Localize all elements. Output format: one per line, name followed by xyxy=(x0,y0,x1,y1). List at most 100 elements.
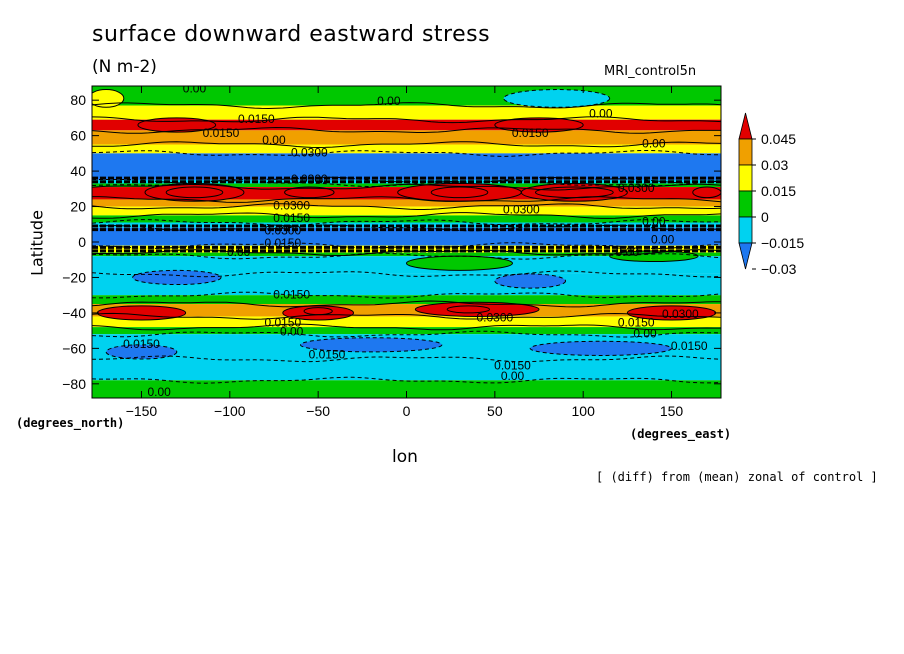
contour-label: 0.0150 xyxy=(238,112,275,126)
contour-outline-20 xyxy=(299,337,443,353)
lat-band-2 xyxy=(92,119,721,131)
plot-fill-layer xyxy=(92,86,721,398)
lat-band-24 xyxy=(92,380,721,398)
contour-label: 0.00 xyxy=(501,369,525,383)
contour-line-10 xyxy=(92,203,721,210)
colorbar-swatch xyxy=(738,164,753,192)
x-tick-label: −100 xyxy=(214,403,246,419)
contour-outline-19 xyxy=(494,273,567,289)
y-tick-label: 40 xyxy=(70,163,86,179)
y-tick-label: −40 xyxy=(62,305,86,321)
contour-line-12 xyxy=(92,219,721,226)
contour-outline-0 xyxy=(137,117,217,133)
contour-label: 0.0150 xyxy=(512,126,549,140)
x-axis-units: (degrees_east) xyxy=(630,427,732,441)
lat-band-23 xyxy=(92,359,721,381)
y-tick-label: 0 xyxy=(78,234,86,250)
contour-label: 0.00 xyxy=(183,82,207,96)
lat-band-20 xyxy=(92,316,721,328)
contour-label: 0.0150 xyxy=(494,358,531,372)
lat-band-21 xyxy=(92,327,721,335)
contour-outline-2 xyxy=(92,89,125,108)
y-tick-label: 60 xyxy=(70,128,86,144)
contour-label: 0.0300 xyxy=(291,146,328,160)
contour-label: 0.0150 xyxy=(671,339,708,353)
contour-line-1 xyxy=(92,102,721,110)
contour-line-19 xyxy=(92,300,721,308)
axis-ticks: −150 −100 −50 0 50 100 150 −80 −60 −40 −20 0 20 40 60 8… xyxy=(62,86,721,419)
contour-region-19 xyxy=(494,273,566,289)
contour-line-2 xyxy=(92,116,721,124)
contour-region-22 xyxy=(106,344,177,359)
y-tick-label: 20 xyxy=(70,199,86,215)
contour-outline-4 xyxy=(165,186,224,199)
contour-region-3 xyxy=(503,89,610,108)
x-tick-label: 100 xyxy=(572,403,596,419)
contour-line-11 xyxy=(92,212,721,219)
contour-outline-11 xyxy=(520,183,628,202)
y-tick-label: −60 xyxy=(62,340,86,356)
contour-line-21 xyxy=(92,323,721,331)
contour-region-18 xyxy=(132,270,221,285)
contour-line-5 xyxy=(92,150,721,157)
model-name: MRI_control5n xyxy=(604,64,697,79)
lat-band-3 xyxy=(92,130,721,145)
contour-label: 0.00 xyxy=(589,107,613,121)
y-axis-units: (degrees_north) xyxy=(16,416,125,430)
chart-title: surface downward eastward stress xyxy=(92,22,491,47)
contour-label: 0.00 xyxy=(262,133,286,147)
colorbar-swatch xyxy=(738,242,753,270)
contour-label: 0.0300 xyxy=(662,307,699,321)
contour-label: 0.0150 xyxy=(203,126,240,140)
colorbar-swatch xyxy=(738,216,753,244)
contour-label: 0.0150 xyxy=(264,236,301,250)
contour-label: 0.00 xyxy=(651,232,675,246)
contour-outline-18 xyxy=(132,269,222,286)
contour-region-8 xyxy=(692,187,721,198)
lat-band-13 xyxy=(92,227,721,246)
colorbar-label: −0.015 xyxy=(761,235,804,251)
x-axis-label: lon xyxy=(392,447,418,467)
x-tick-label: 0 xyxy=(403,403,411,419)
contour-outline-22 xyxy=(105,344,178,360)
contour-label: 0.00 xyxy=(642,215,666,229)
contour-label: 0.0300 xyxy=(291,172,328,186)
contour-label: 0.0300 xyxy=(618,181,655,195)
contour-label: 0.00 xyxy=(280,325,304,339)
contour-line-14 xyxy=(92,242,721,250)
contour-outline-5 xyxy=(284,186,335,199)
x-tick-label: −50 xyxy=(306,403,330,419)
contour-outline-8 xyxy=(692,186,721,199)
contour-region-10 xyxy=(397,183,522,202)
lat-band-5 xyxy=(92,153,721,180)
contour-label: 0.0150 xyxy=(618,316,655,330)
colorbar-swatch xyxy=(738,190,753,218)
lat-band-16 xyxy=(92,256,721,274)
contour-region-9 xyxy=(145,183,244,202)
lat-band-4 xyxy=(92,144,721,154)
colorbar-label: 0.03 xyxy=(761,157,788,173)
contour-outline-16 xyxy=(303,307,333,316)
colorbar-label: 0.015 xyxy=(761,183,796,199)
contour-label: 0.0300 xyxy=(476,310,513,324)
lat-band-1 xyxy=(92,105,721,120)
colorbar-swatch xyxy=(738,138,753,166)
contour-region-5 xyxy=(284,187,335,198)
lat-band-9 xyxy=(92,199,721,207)
contour-outline-13 xyxy=(282,305,354,321)
contour-label: 0.00 xyxy=(642,137,666,151)
contour-outline-23 xyxy=(406,255,514,271)
contour-label: 0.00 xyxy=(633,326,657,340)
contour-label: 0.00 xyxy=(227,245,251,259)
contour-label: 0.0300 xyxy=(264,224,301,238)
contour-label: 0.00 xyxy=(377,94,401,108)
x-tick-label: −150 xyxy=(126,403,158,419)
y-tick-label: 80 xyxy=(70,92,86,108)
colorbar-label: −0.03 xyxy=(761,261,797,277)
colorbar: 0.045 0.03 0.015 0 −0.015 −0.03 xyxy=(738,112,804,277)
lat-band-11 xyxy=(92,215,721,223)
contour-label: 0.0150 xyxy=(273,287,310,301)
colorbar-swatch xyxy=(738,112,753,140)
lat-band-10 xyxy=(92,206,721,216)
y-tick-label: −20 xyxy=(62,269,86,285)
